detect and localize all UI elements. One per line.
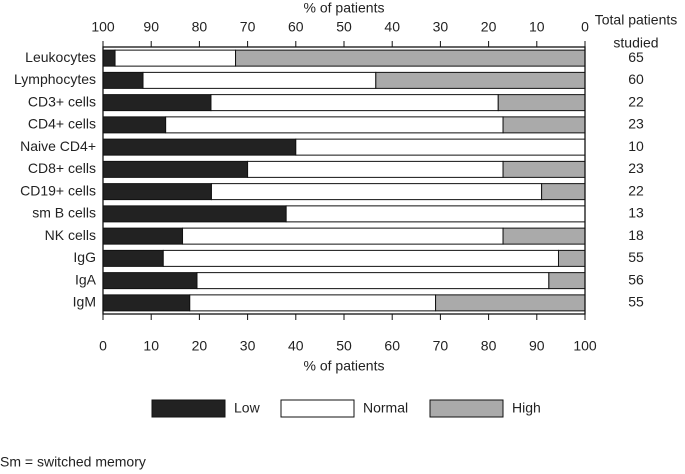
total-label: 22 [628, 93, 644, 109]
bar-segment [102, 94, 212, 112]
x-axis-label: % of patients [304, 358, 385, 374]
bar-segment [162, 249, 559, 267]
legend-label: Low [234, 400, 261, 416]
bar-segment [102, 116, 167, 134]
bar-segment [497, 94, 586, 112]
category-label: Leukocytes [25, 49, 96, 65]
bar-segment [548, 272, 586, 290]
category-label: Naive CD4+ [20, 138, 96, 154]
bar-segment [114, 49, 237, 67]
legend-swatch [151, 399, 226, 418]
totals-title: studied [613, 35, 658, 51]
total-label: 23 [628, 116, 644, 132]
bar-segment [102, 249, 164, 267]
x-tick-label: 70 [433, 338, 449, 354]
x-tick-label: 20 [192, 338, 208, 354]
category-label: CD19+ cells [20, 182, 96, 198]
top-tick-label: 60 [288, 19, 304, 35]
top-tick-label: 0 [581, 19, 589, 35]
bar-segment [541, 183, 586, 201]
x-tick-label: 50 [336, 338, 352, 354]
category-label: Lymphocytes [14, 71, 96, 87]
legend-swatch [280, 399, 355, 418]
total-label: 22 [628, 182, 644, 198]
bar-segment [102, 205, 287, 223]
total-label: 55 [628, 294, 644, 310]
total-label: 13 [628, 205, 644, 221]
bar-segment [375, 71, 586, 89]
total-label: 10 [628, 138, 644, 154]
category-label: CD4+ cells [28, 116, 96, 132]
bar-segment [210, 183, 543, 201]
total-label: 23 [628, 160, 644, 176]
top-tick-label: 100 [91, 19, 115, 35]
x-tick-label: 40 [288, 338, 304, 354]
top-tick-label: 20 [481, 19, 497, 35]
bar-segment [210, 94, 499, 112]
x-tick-label: 100 [573, 338, 597, 354]
x-tick-label: 90 [529, 338, 545, 354]
bar-segment [235, 49, 586, 67]
totals-title: Total patients [595, 12, 678, 28]
top-tick-label: 40 [384, 19, 400, 35]
total-label: 18 [628, 227, 644, 243]
bar-segment [102, 49, 116, 67]
top-axis-label: % of patients [304, 0, 385, 16]
top-tick-label: 90 [143, 19, 159, 35]
category-label: CD8+ cells [28, 160, 96, 176]
x-tick-label: 0 [99, 338, 107, 354]
bar-segment [189, 294, 437, 312]
bar-segment [196, 272, 550, 290]
bar-segment [165, 116, 504, 134]
bar-segment [502, 116, 586, 134]
category-label: IgM [73, 294, 96, 310]
category-label: NK cells [45, 227, 96, 243]
top-tick-label: 50 [336, 19, 352, 35]
bar-segment [182, 227, 504, 245]
top-tick-label: 70 [240, 19, 256, 35]
bar-segment [102, 294, 191, 312]
x-tick-label: 30 [240, 338, 256, 354]
bar-segment [102, 138, 297, 156]
top-tick-label: 30 [433, 19, 449, 35]
bar-segment [142, 71, 377, 89]
category-label: sm B cells [32, 205, 96, 221]
bar-segment [102, 71, 144, 89]
legend-swatch [429, 399, 504, 418]
bar-segment [285, 205, 586, 223]
x-tick-label: 80 [481, 338, 497, 354]
category-label: CD3+ cells [28, 93, 96, 109]
total-label: 65 [628, 49, 644, 65]
x-tick-label: 10 [143, 338, 159, 354]
bar-segment [502, 227, 586, 245]
total-label: 55 [628, 249, 644, 265]
top-tick-label: 80 [192, 19, 208, 35]
bar-segment [295, 138, 586, 156]
bar-segment [102, 183, 212, 201]
total-label: 56 [628, 271, 644, 287]
bar-segment [435, 294, 586, 312]
category-label: IgA [75, 271, 97, 287]
bar-segment [102, 272, 198, 290]
legend-label: High [512, 400, 541, 416]
x-tick-label: 60 [384, 338, 400, 354]
top-tick-label: 10 [529, 19, 545, 35]
bar-segment [502, 160, 586, 178]
legend-label: Normal [363, 400, 408, 416]
bar-segment [102, 227, 184, 245]
bar-segment [557, 249, 586, 267]
category-label: IgG [73, 249, 96, 265]
bar-segment [102, 160, 249, 178]
total-label: 60 [628, 71, 644, 87]
bar-segment [247, 160, 504, 178]
footnote: Sm = switched memory [0, 454, 146, 470]
